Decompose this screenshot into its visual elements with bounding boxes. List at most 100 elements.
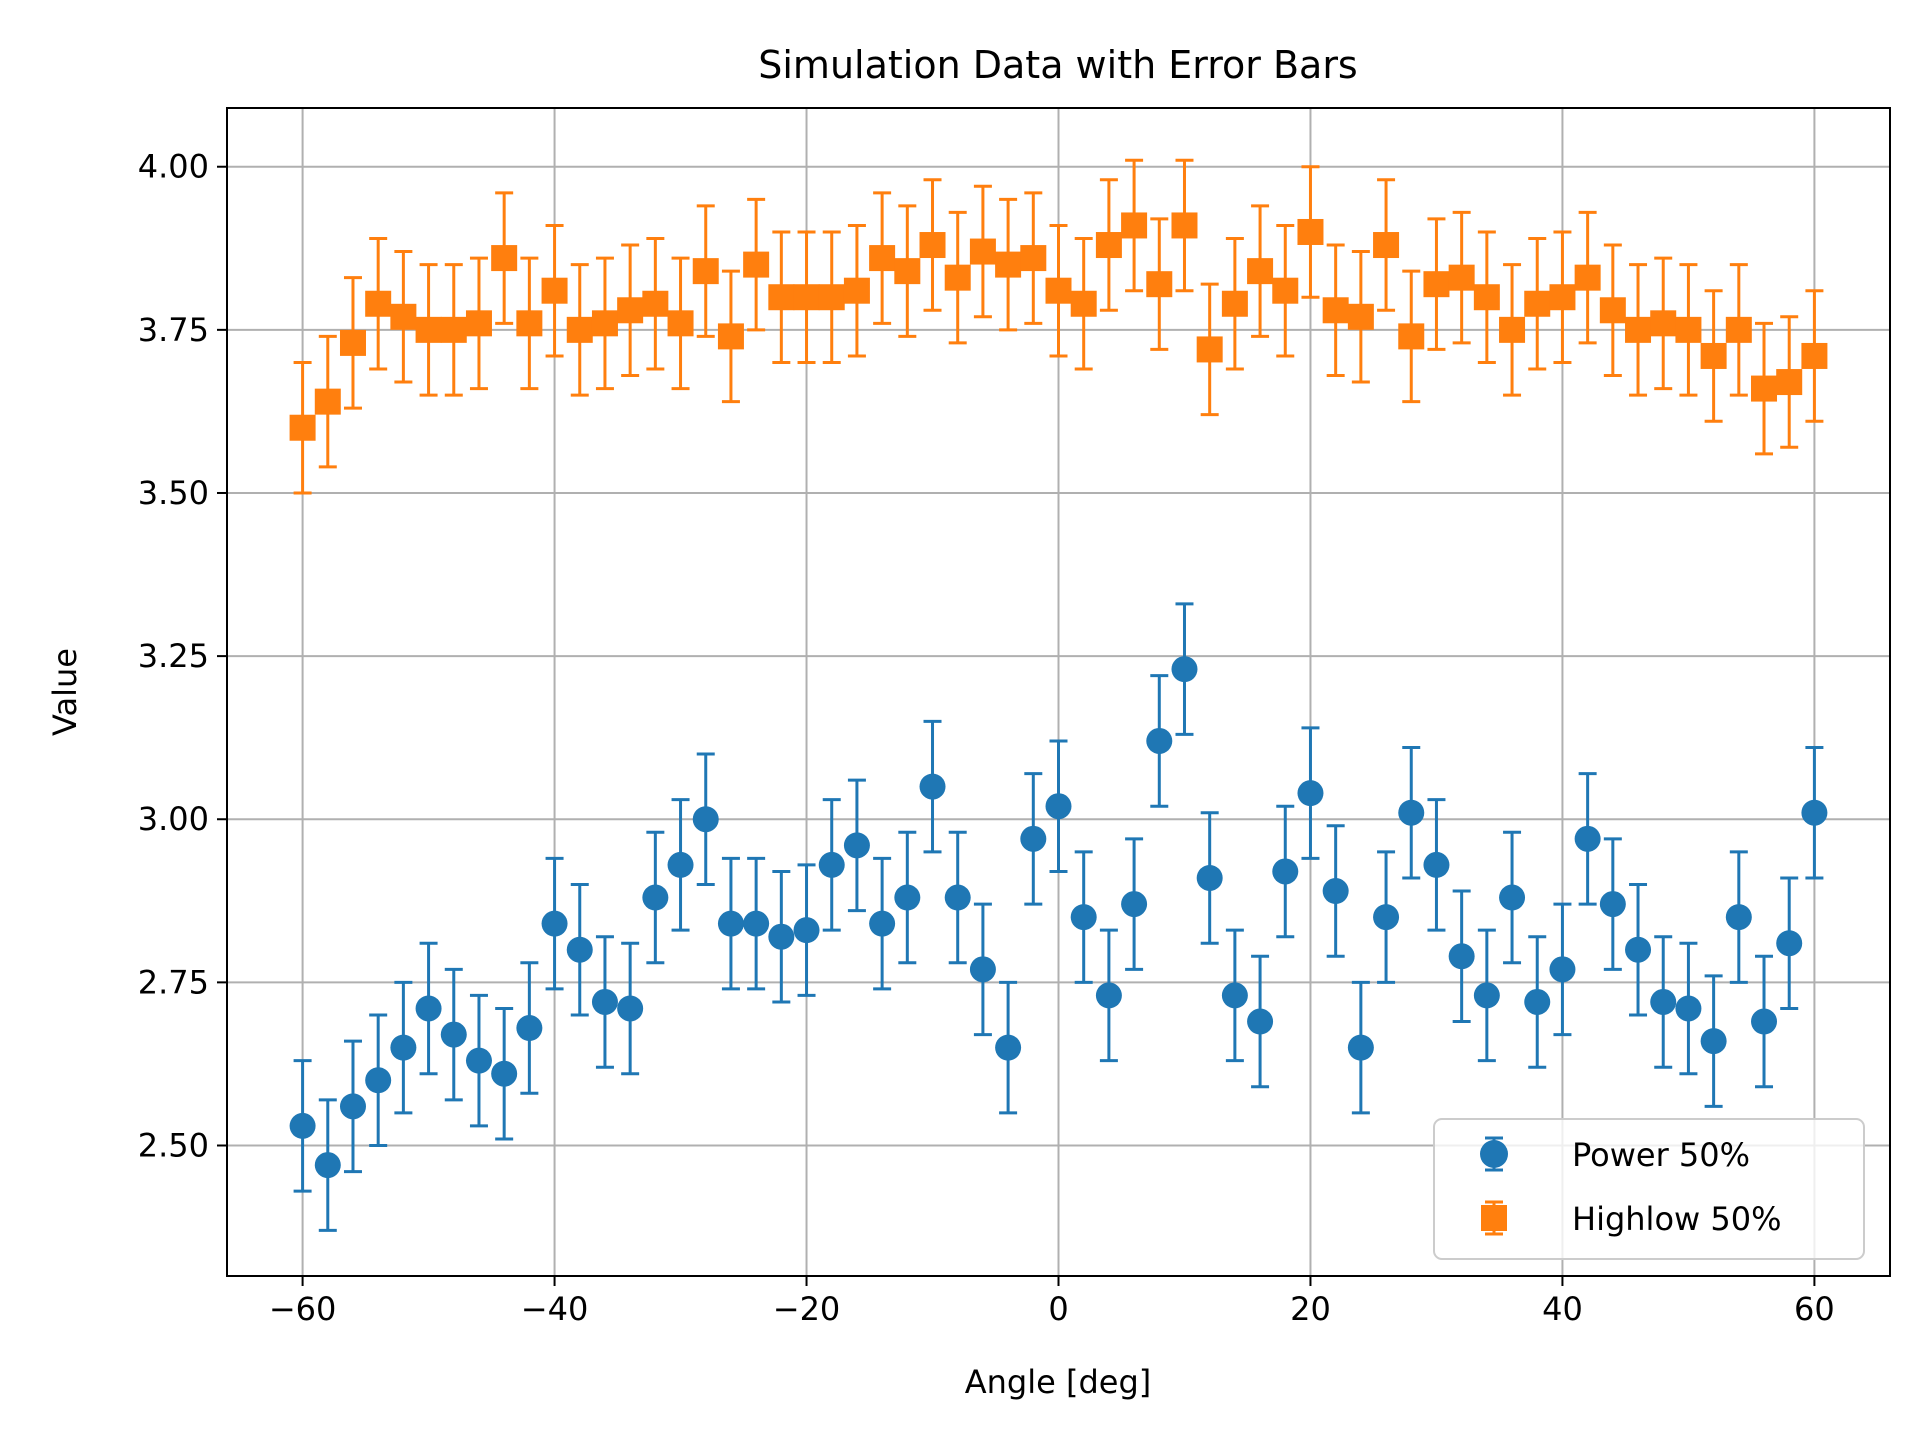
data-point: [743, 251, 770, 278]
y-tick-label: 3.25: [138, 637, 209, 675]
data-point: [793, 284, 820, 311]
data-point: [995, 251, 1022, 278]
legend-label-power: Power 50%: [1572, 1136, 1750, 1174]
data-point: [869, 245, 896, 272]
data-point: [491, 1060, 518, 1087]
data-point: [1524, 988, 1551, 1015]
x-tick-label: 60: [1794, 1290, 1835, 1328]
data-point: [566, 936, 593, 963]
data-point: [415, 316, 442, 343]
data-point: [415, 995, 442, 1022]
data-point: [339, 1093, 366, 1120]
x-tick-label: 40: [1542, 1290, 1583, 1328]
data-point: [1725, 904, 1752, 931]
data-point: [1020, 245, 1047, 272]
data-point: [390, 1034, 417, 1061]
data-point: [365, 1067, 392, 1094]
x-axis-label: Angle [deg]: [965, 1363, 1152, 1401]
y-tick-label: 2.75: [138, 963, 209, 1001]
data-point: [1574, 825, 1601, 852]
data-point: [1625, 936, 1652, 963]
data-point: [1272, 277, 1299, 304]
legend: Power 50% Highlow 50%: [1433, 1118, 1865, 1260]
data-point: [843, 832, 870, 859]
data-point: [1373, 904, 1400, 931]
data-point: [1095, 232, 1122, 259]
data-point: [894, 884, 921, 911]
data-point: [717, 910, 744, 937]
data-point: [440, 1021, 467, 1048]
legend-marker-highlow: [1481, 1200, 1507, 1236]
chart-title: Simulation Data with Error Bars: [758, 43, 1357, 87]
legend-marker-power: [1480, 1136, 1508, 1172]
y-tick-label: 4.00: [138, 148, 209, 186]
data-point: [1196, 864, 1223, 891]
data-point: [1398, 323, 1425, 350]
data-point: [944, 264, 971, 291]
data-point: [919, 773, 946, 800]
data-point: [1146, 271, 1173, 298]
data-point: [1473, 982, 1500, 1009]
data-point: [1020, 825, 1047, 852]
data-point: [1776, 369, 1803, 396]
data-point: [1473, 284, 1500, 311]
axis-ticks: −60 −40 −20 0 20 40 60 2.50 2.75 3.00 3.25 3.50 3.75…: [138, 148, 1835, 1328]
data-point: [969, 956, 996, 983]
series-layer: [289, 158, 1828, 1232]
data-point: [1599, 297, 1626, 324]
data-point: [566, 316, 593, 343]
data-point: [1322, 878, 1349, 905]
data-point: [768, 284, 795, 311]
data-point: [1045, 793, 1072, 820]
data-point: [667, 851, 694, 878]
data-point: [743, 910, 770, 937]
data-point: [1146, 727, 1173, 754]
x-tick-label: 20: [1290, 1290, 1331, 1328]
data-point: [717, 323, 744, 350]
data-point: [1095, 982, 1122, 1009]
data-point: [843, 277, 870, 304]
data-point: [667, 310, 694, 337]
data-point: [869, 910, 896, 937]
data-point: [591, 988, 618, 1015]
data-point: [289, 1112, 316, 1139]
data-point: [1347, 1034, 1374, 1061]
data-point: [1650, 988, 1677, 1015]
data-point: [1801, 342, 1828, 369]
y-tick-label: 2.50: [138, 1126, 209, 1164]
data-point: [692, 258, 719, 285]
data-point: [1221, 290, 1248, 317]
x-tick-label: −20: [773, 1290, 841, 1328]
data-point: [1373, 232, 1400, 259]
legend-box: [1433, 1118, 1865, 1260]
data-point: [692, 806, 719, 833]
x-tick-label: −40: [521, 1290, 589, 1328]
y-tick-label: 3.00: [138, 800, 209, 838]
data-point: [465, 310, 492, 337]
data-point: [1423, 851, 1450, 878]
data-point: [1499, 316, 1526, 343]
data-point: [491, 245, 518, 272]
data-point: [314, 1152, 341, 1179]
data-point: [1751, 1008, 1778, 1035]
data-point: [465, 1047, 492, 1074]
data-point: [1171, 656, 1198, 683]
data-point: [642, 884, 669, 911]
data-point: [1171, 212, 1198, 239]
data-point: [1070, 904, 1097, 931]
data-point: [1045, 277, 1072, 304]
data-point: [1121, 212, 1148, 239]
y-tick-label: 3.75: [138, 311, 209, 349]
data-point: [894, 258, 921, 285]
data-point: [365, 290, 392, 317]
data-point: [1070, 290, 1097, 317]
data-point: [1801, 799, 1828, 826]
data-point: [617, 297, 644, 324]
data-point: [793, 917, 820, 944]
data-point: [1574, 264, 1601, 291]
data-point: [1247, 258, 1274, 285]
data-point: [969, 238, 996, 265]
data-point: [1121, 891, 1148, 918]
data-point: [1347, 303, 1374, 330]
